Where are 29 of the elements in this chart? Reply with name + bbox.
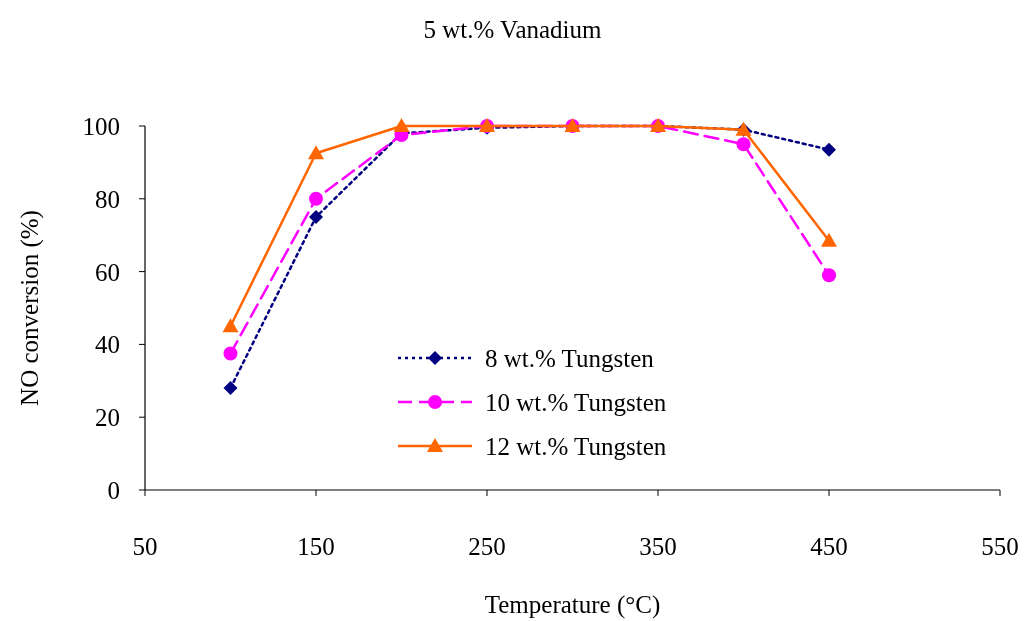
point [821,232,837,247]
y-axis-title: NO conversion (%) [16,210,44,406]
y-tick-label: 20 [95,404,120,432]
x-axis-title: Temperature (°C) [484,591,661,619]
legend-label: 10 wt.% Tungsten [485,389,667,416]
x-tick-label: 350 [639,533,677,560]
y-tick-label: 40 [95,331,120,359]
y-tick-label: 60 [95,258,120,286]
legend-label: 8 wt.% Tungsten [485,345,655,372]
point [736,137,751,152]
x-tick-label: 450 [810,533,848,560]
y-tick-label: 0 [107,477,120,504]
point [393,118,410,132]
point [223,381,238,396]
y-tick-label: 80 [95,185,120,213]
point [222,318,239,333]
point [822,142,836,157]
point [822,268,836,283]
x-tick-label: 50 [132,533,158,560]
point [309,210,323,224]
legend-label: 12 wt.% Tungsten [485,433,667,460]
chart-title: 5 wt.% Vanadium [423,16,603,43]
point [309,191,323,206]
point [308,145,324,160]
x-tick-label: 250 [468,533,506,560]
x-tick-label: 150 [297,533,335,560]
y-tick-label: 100 [82,113,120,140]
x-tick-label: 550 [981,533,1019,560]
point [223,346,238,361]
